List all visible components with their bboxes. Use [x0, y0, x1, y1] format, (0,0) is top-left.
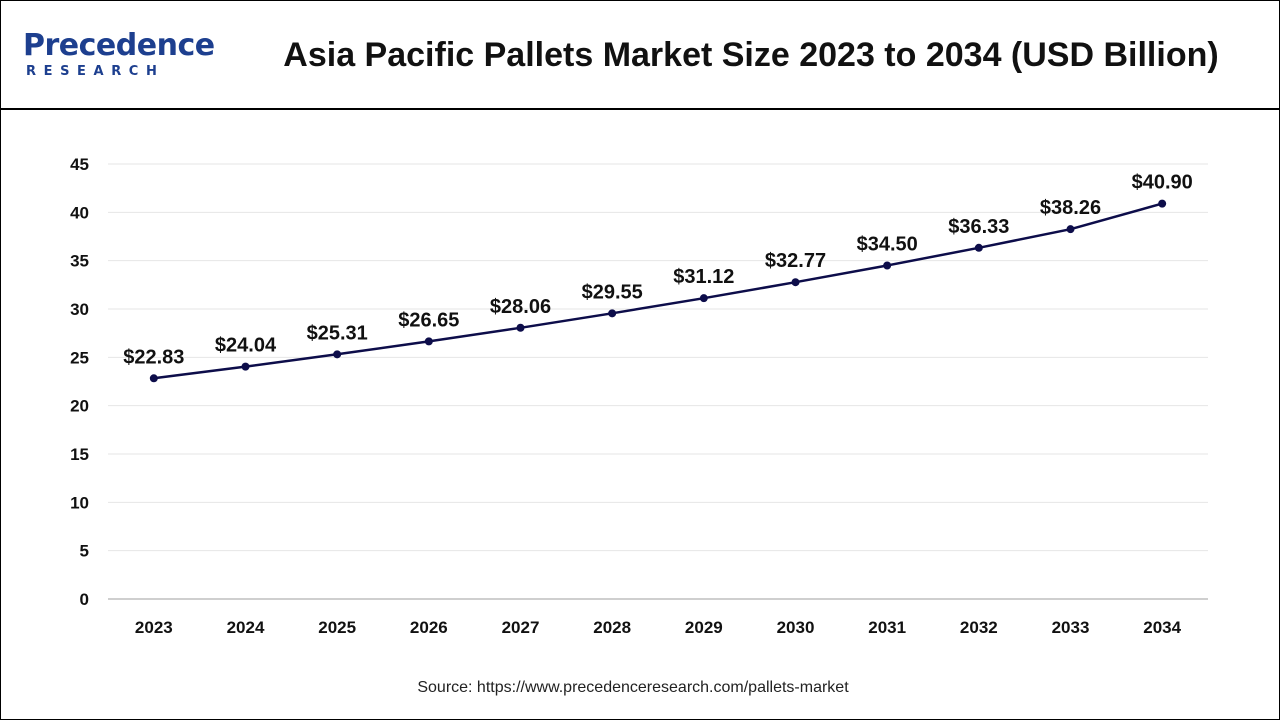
brand-logo: Precedence RESEARCH — [23, 29, 223, 85]
data-label: $34.50 — [857, 234, 918, 256]
x-tick-label: 2033 — [1052, 618, 1090, 637]
y-tick-label: 10 — [70, 493, 89, 512]
x-tick-label: 2032 — [960, 618, 998, 637]
data-label: $26.65 — [398, 309, 459, 331]
data-label: $38.26 — [1040, 197, 1101, 219]
data-label: $36.33 — [948, 216, 1009, 238]
y-axis-ticks: 0 5 10 15 20 25 30 35 40 45 — [70, 155, 89, 609]
data-label: $31.12 — [673, 266, 734, 288]
data-label: $24.04 — [215, 335, 277, 357]
y-tick-label: 15 — [70, 445, 89, 464]
data-point — [424, 337, 433, 346]
data-points — [149, 199, 1167, 383]
y-tick-label: 35 — [70, 252, 89, 271]
series-line — [153, 202, 1163, 380]
header: Precedence RESEARCH Asia Pacific Pallets… — [1, 1, 1279, 110]
data-label: $29.55 — [582, 281, 643, 303]
data-point — [1158, 199, 1167, 208]
data-label: $22.83 — [123, 346, 184, 368]
data-point — [333, 350, 342, 359]
y-tick-label: 45 — [70, 155, 89, 174]
x-tick-label: 2034 — [1143, 618, 1181, 637]
data-label: $28.06 — [490, 296, 551, 318]
x-tick-label: 2031 — [868, 618, 906, 637]
x-tick-label: 2025 — [318, 618, 356, 637]
gridlines — [108, 163, 1208, 552]
x-tick-label: 2028 — [593, 618, 631, 637]
x-tick-label: 2026 — [410, 618, 448, 637]
y-tick-label: 20 — [70, 397, 89, 416]
logo-main-text: Precedence — [23, 28, 215, 63]
data-point — [149, 374, 158, 383]
data-point — [883, 261, 892, 270]
x-tick-label: 2030 — [777, 618, 815, 637]
y-tick-label: 0 — [80, 590, 89, 609]
logo-sub-text: RESEARCH — [26, 64, 165, 79]
y-tick-label: 25 — [70, 348, 89, 367]
x-axis: 2023 2024 2025 2026 2027 2028 2029 2030 2031 2032… — [108, 598, 1208, 637]
data-point — [608, 309, 617, 318]
y-tick-label: 40 — [70, 203, 89, 222]
x-tick-label: 2024 — [227, 618, 265, 637]
data-point — [516, 323, 525, 332]
data-point — [1066, 225, 1075, 234]
x-tick-label: 2027 — [502, 618, 540, 637]
data-point — [241, 362, 250, 371]
data-point — [699, 294, 708, 303]
data-point — [974, 243, 983, 252]
y-tick-label: 5 — [80, 542, 89, 561]
x-tick-label: 2023 — [135, 618, 173, 637]
data-point — [791, 278, 800, 287]
data-label: $32.77 — [765, 250, 826, 272]
data-labels: $22.83 $24.04 $25.31 $26.65 $28.06 $29.55 $31.… — [123, 172, 1193, 369]
chart-title: Asia Pacific Pallets Market Size 2023 to… — [283, 36, 1219, 74]
source-note: Source: https://www.precedenceresearch.c… — [417, 679, 849, 696]
series-line-group — [153, 202, 1163, 380]
y-tick-label: 30 — [70, 300, 89, 319]
x-tick-label: 2029 — [685, 618, 723, 637]
data-label: $40.90 — [1132, 172, 1193, 194]
data-label: $25.31 — [307, 322, 368, 344]
